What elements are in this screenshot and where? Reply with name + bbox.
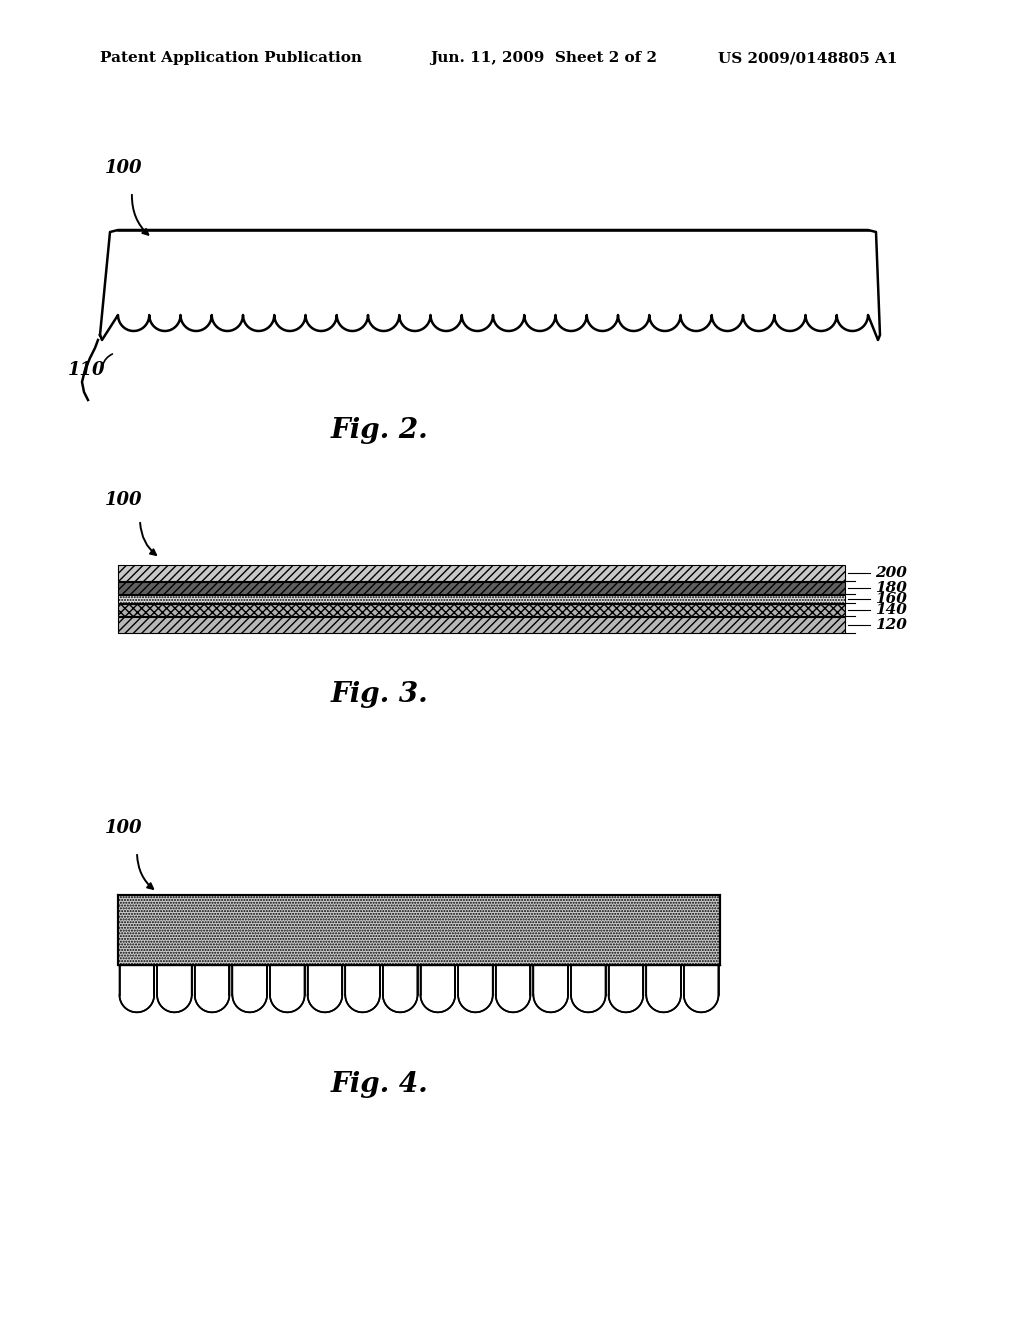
Text: Fig. 3.: Fig. 3.: [331, 681, 429, 709]
Text: 200: 200: [874, 566, 907, 579]
Polygon shape: [120, 965, 155, 1012]
Polygon shape: [100, 230, 880, 341]
Polygon shape: [345, 965, 380, 1012]
Text: Jun. 11, 2009  Sheet 2 of 2: Jun. 11, 2009 Sheet 2 of 2: [430, 51, 657, 65]
Text: 100: 100: [105, 491, 142, 510]
Bar: [118, 895, 720, 965]
Polygon shape: [421, 965, 455, 1012]
Bar: [118, 582, 845, 594]
Polygon shape: [646, 965, 681, 1012]
Polygon shape: [232, 965, 267, 1012]
Polygon shape: [383, 965, 418, 1012]
Text: Fig. 4.: Fig. 4.: [331, 1072, 429, 1098]
Bar: [118, 605, 845, 616]
Polygon shape: [157, 965, 191, 1012]
Text: 140: 140: [874, 603, 907, 616]
Text: 180: 180: [874, 581, 907, 595]
Text: US 2009/0148805 A1: US 2009/0148805 A1: [718, 51, 897, 65]
Text: Patent Application Publication: Patent Application Publication: [100, 51, 362, 65]
Bar: [118, 565, 845, 581]
Text: 160: 160: [874, 591, 907, 606]
Polygon shape: [458, 965, 493, 1012]
Text: 100: 100: [105, 158, 142, 177]
Text: 110: 110: [68, 360, 105, 379]
Text: 120: 120: [874, 618, 907, 632]
Polygon shape: [534, 965, 568, 1012]
Bar: [118, 616, 845, 634]
Polygon shape: [496, 965, 530, 1012]
Polygon shape: [684, 965, 719, 1012]
Polygon shape: [608, 965, 643, 1012]
Polygon shape: [571, 965, 605, 1012]
Text: Fig. 2.: Fig. 2.: [331, 417, 429, 444]
Bar: [118, 595, 845, 603]
Polygon shape: [195, 965, 229, 1012]
Polygon shape: [270, 965, 304, 1012]
Text: 100: 100: [105, 818, 142, 837]
Polygon shape: [307, 965, 342, 1012]
